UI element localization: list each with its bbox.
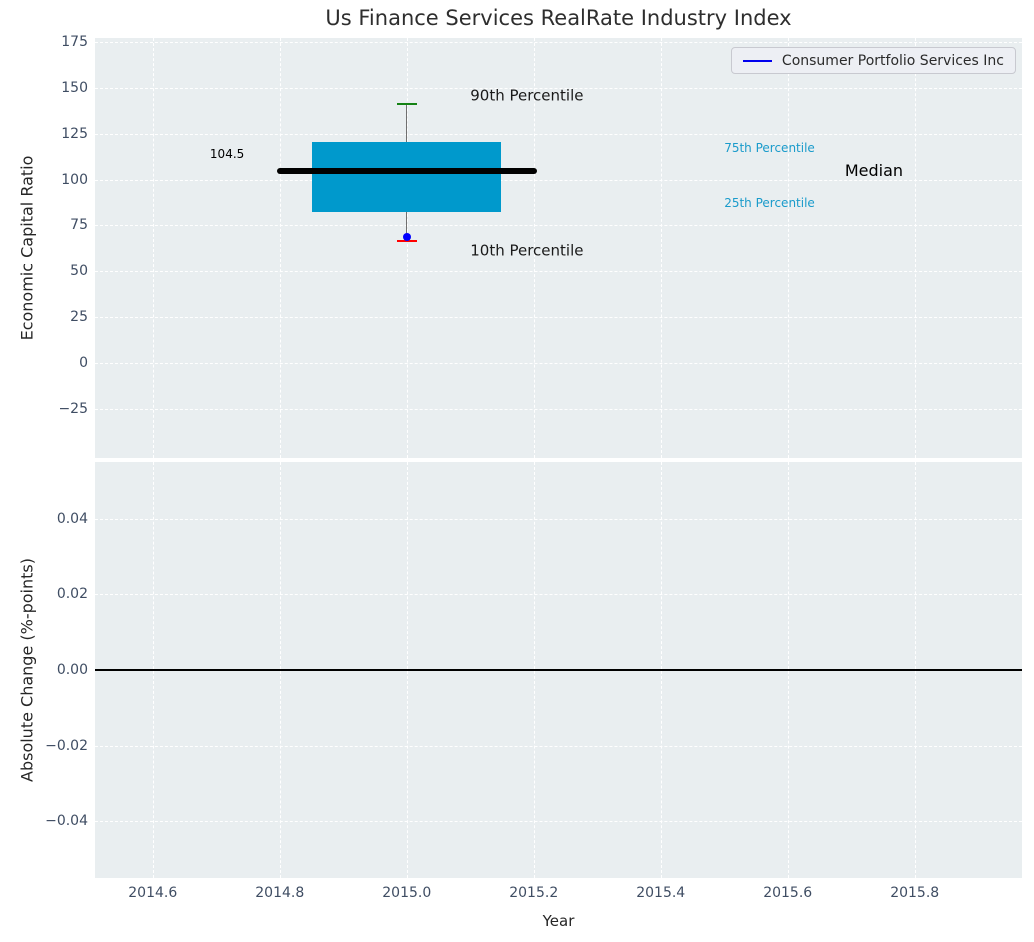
median-line <box>276 168 537 175</box>
industry-box <box>312 141 502 212</box>
y-tick-label: 125 <box>61 125 88 142</box>
y-gridline <box>95 271 1022 273</box>
annotation-10th-percentile: 10th Percentile <box>470 241 584 260</box>
y-tick-label: 0.00 <box>56 662 88 678</box>
x-gridline <box>660 38 662 458</box>
x-tick-label: 2015.6 <box>763 885 813 901</box>
x-tick-label: 2014.8 <box>255 885 305 901</box>
legend-line-swatch <box>742 59 772 62</box>
y-tick-label: 100 <box>61 171 88 188</box>
y-tick-label: 75 <box>70 217 88 234</box>
p90-cap <box>396 102 417 106</box>
x-tick-label: 2014.6 <box>128 885 178 901</box>
legend-label: Consumer Portfolio Services Inc <box>781 52 1004 69</box>
top-plot-area: 90th Percentile 10th Percentile Median 75th… <box>95 38 1022 458</box>
y-tick-label: 25 <box>70 309 88 326</box>
y-gridline <box>95 745 1022 747</box>
y-gridline <box>95 179 1022 181</box>
x-axis-label: Year <box>542 912 575 930</box>
annotation-median: Median <box>844 161 904 181</box>
p10-cap <box>396 239 417 243</box>
y-tick-label: −0.02 <box>45 737 88 754</box>
y-gridline <box>95 518 1022 520</box>
y-tick-label: 0.04 <box>56 510 88 527</box>
y-tick-label: 0 <box>79 355 88 372</box>
legend: Consumer Portfolio Services Inc <box>730 47 1016 74</box>
y-tick-label: −25 <box>58 401 88 418</box>
y-gridline <box>95 87 1022 89</box>
y-tick-label: 0.02 <box>56 586 88 603</box>
x-tick-label: 2015.2 <box>509 885 559 901</box>
y-gridline <box>95 363 1022 365</box>
x-gridline <box>152 38 154 458</box>
x-gridline <box>406 38 408 458</box>
x-tick-label: 2015.4 <box>636 885 686 901</box>
annotation-75th-percentile: 75th Percentile <box>724 141 815 156</box>
chart-title: Us Finance Services RealRate Industry In… <box>325 6 792 30</box>
company-point <box>402 232 411 241</box>
y-tick-label: 150 <box>61 79 88 96</box>
bottom-plot-area <box>95 462 1022 878</box>
annotation-median-value: 104.5 <box>209 146 245 161</box>
y-gridline <box>95 821 1022 823</box>
y-tick-label: 50 <box>70 263 88 280</box>
x-gridline <box>279 38 281 458</box>
y-tick-label: 175 <box>61 33 88 50</box>
x-tick-label: 2015.0 <box>382 885 432 901</box>
annotation-25th-percentile: 25th Percentile <box>724 196 815 211</box>
annotation-90th-percentile: 90th Percentile <box>470 86 584 105</box>
y-gridline <box>95 133 1022 135</box>
x-gridline <box>787 38 789 458</box>
y-tick-label: −0.04 <box>45 813 88 830</box>
zero-line <box>95 669 1022 671</box>
y-gridline <box>95 409 1022 411</box>
x-tick-label: 2015.8 <box>890 885 940 901</box>
y-gridline <box>95 41 1022 43</box>
x-gridline <box>533 38 535 458</box>
y-gridline <box>95 317 1022 319</box>
x-gridline <box>914 38 916 458</box>
y-gridline <box>95 225 1022 227</box>
y-gridline <box>95 594 1022 596</box>
